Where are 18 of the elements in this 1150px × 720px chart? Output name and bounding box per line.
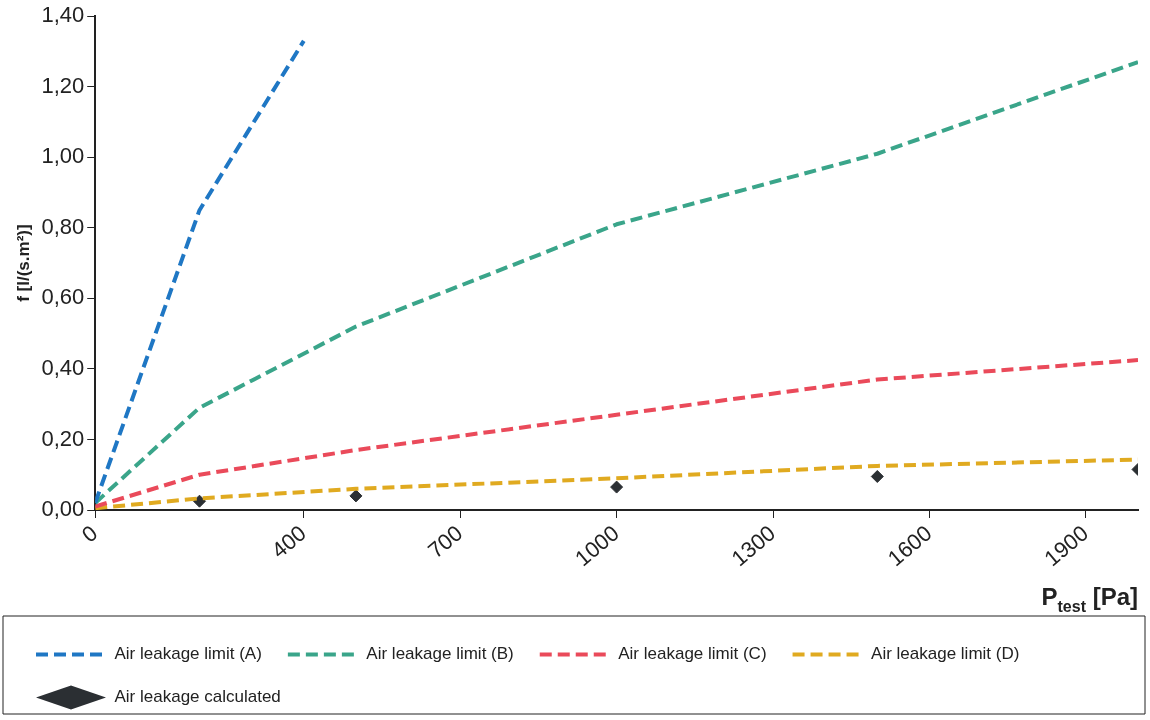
legend-label: Air leakage limit (A) [114, 644, 262, 664]
y-tick-label: 1,00 [41, 143, 85, 169]
y-tick-label: 0,80 [41, 213, 85, 239]
x-tick-label: 0 [76, 520, 103, 548]
y-tick-label: 0,40 [41, 354, 85, 380]
y-tick-label: 1,20 [41, 72, 85, 98]
legend-label: Air leakage limit (C) [618, 644, 767, 664]
line-series [95, 60, 1138, 505]
y-tick-label: 1,40 [41, 2, 85, 28]
legend-label: Air leakage calculated [114, 687, 281, 707]
y-tick-label: 0,60 [41, 284, 85, 310]
x-tick-label: 400 [266, 520, 311, 564]
legend-label: Air leakage limit (B) [366, 644, 514, 664]
y-tick-label: 0,00 [41, 496, 85, 522]
y-tick-label: 0,20 [41, 425, 85, 451]
legend-label: Air leakage limit (D) [871, 644, 1020, 664]
y-axis-title: f [l/(s.m²)] [13, 224, 33, 302]
x-tick-label: 700 [423, 520, 468, 564]
